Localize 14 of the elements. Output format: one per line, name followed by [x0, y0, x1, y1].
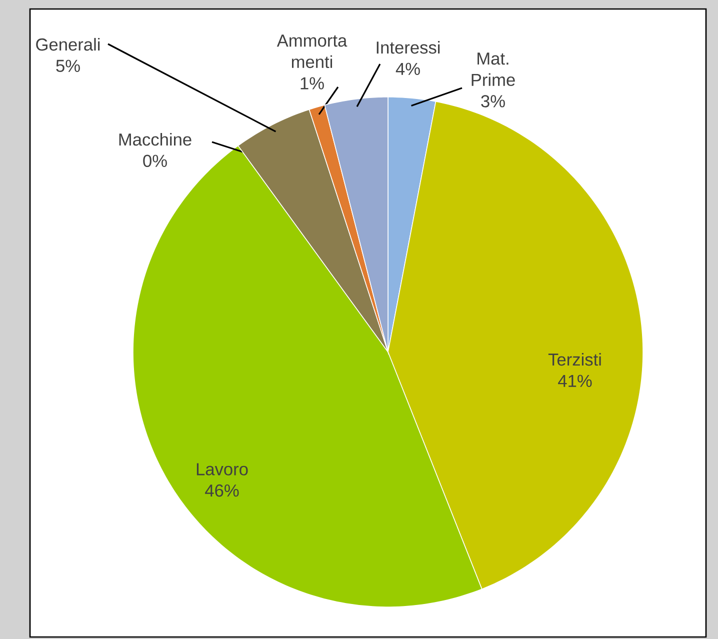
slice-label: Generali: [36, 38, 100, 51]
slice-label: Mat. Prime: [472, 52, 515, 86]
data-label: 3%: [481, 95, 505, 108]
legend-label: Macchine: [119, 132, 192, 146]
data-label: 41%: [558, 374, 592, 387]
slice-label: Terzisti: [548, 352, 601, 366]
data-label: 46%: [205, 484, 239, 497]
text: 0%: [143, 154, 167, 168]
slice-label: Ammorta menti: [276, 34, 348, 68]
data-label: 5%: [56, 60, 80, 72]
slice-label: Lavoro: [196, 463, 248, 476]
data-label: 1%: [300, 77, 324, 90]
data-label: 4%: [396, 62, 420, 75]
slice-label: Interessi: [376, 40, 440, 54]
